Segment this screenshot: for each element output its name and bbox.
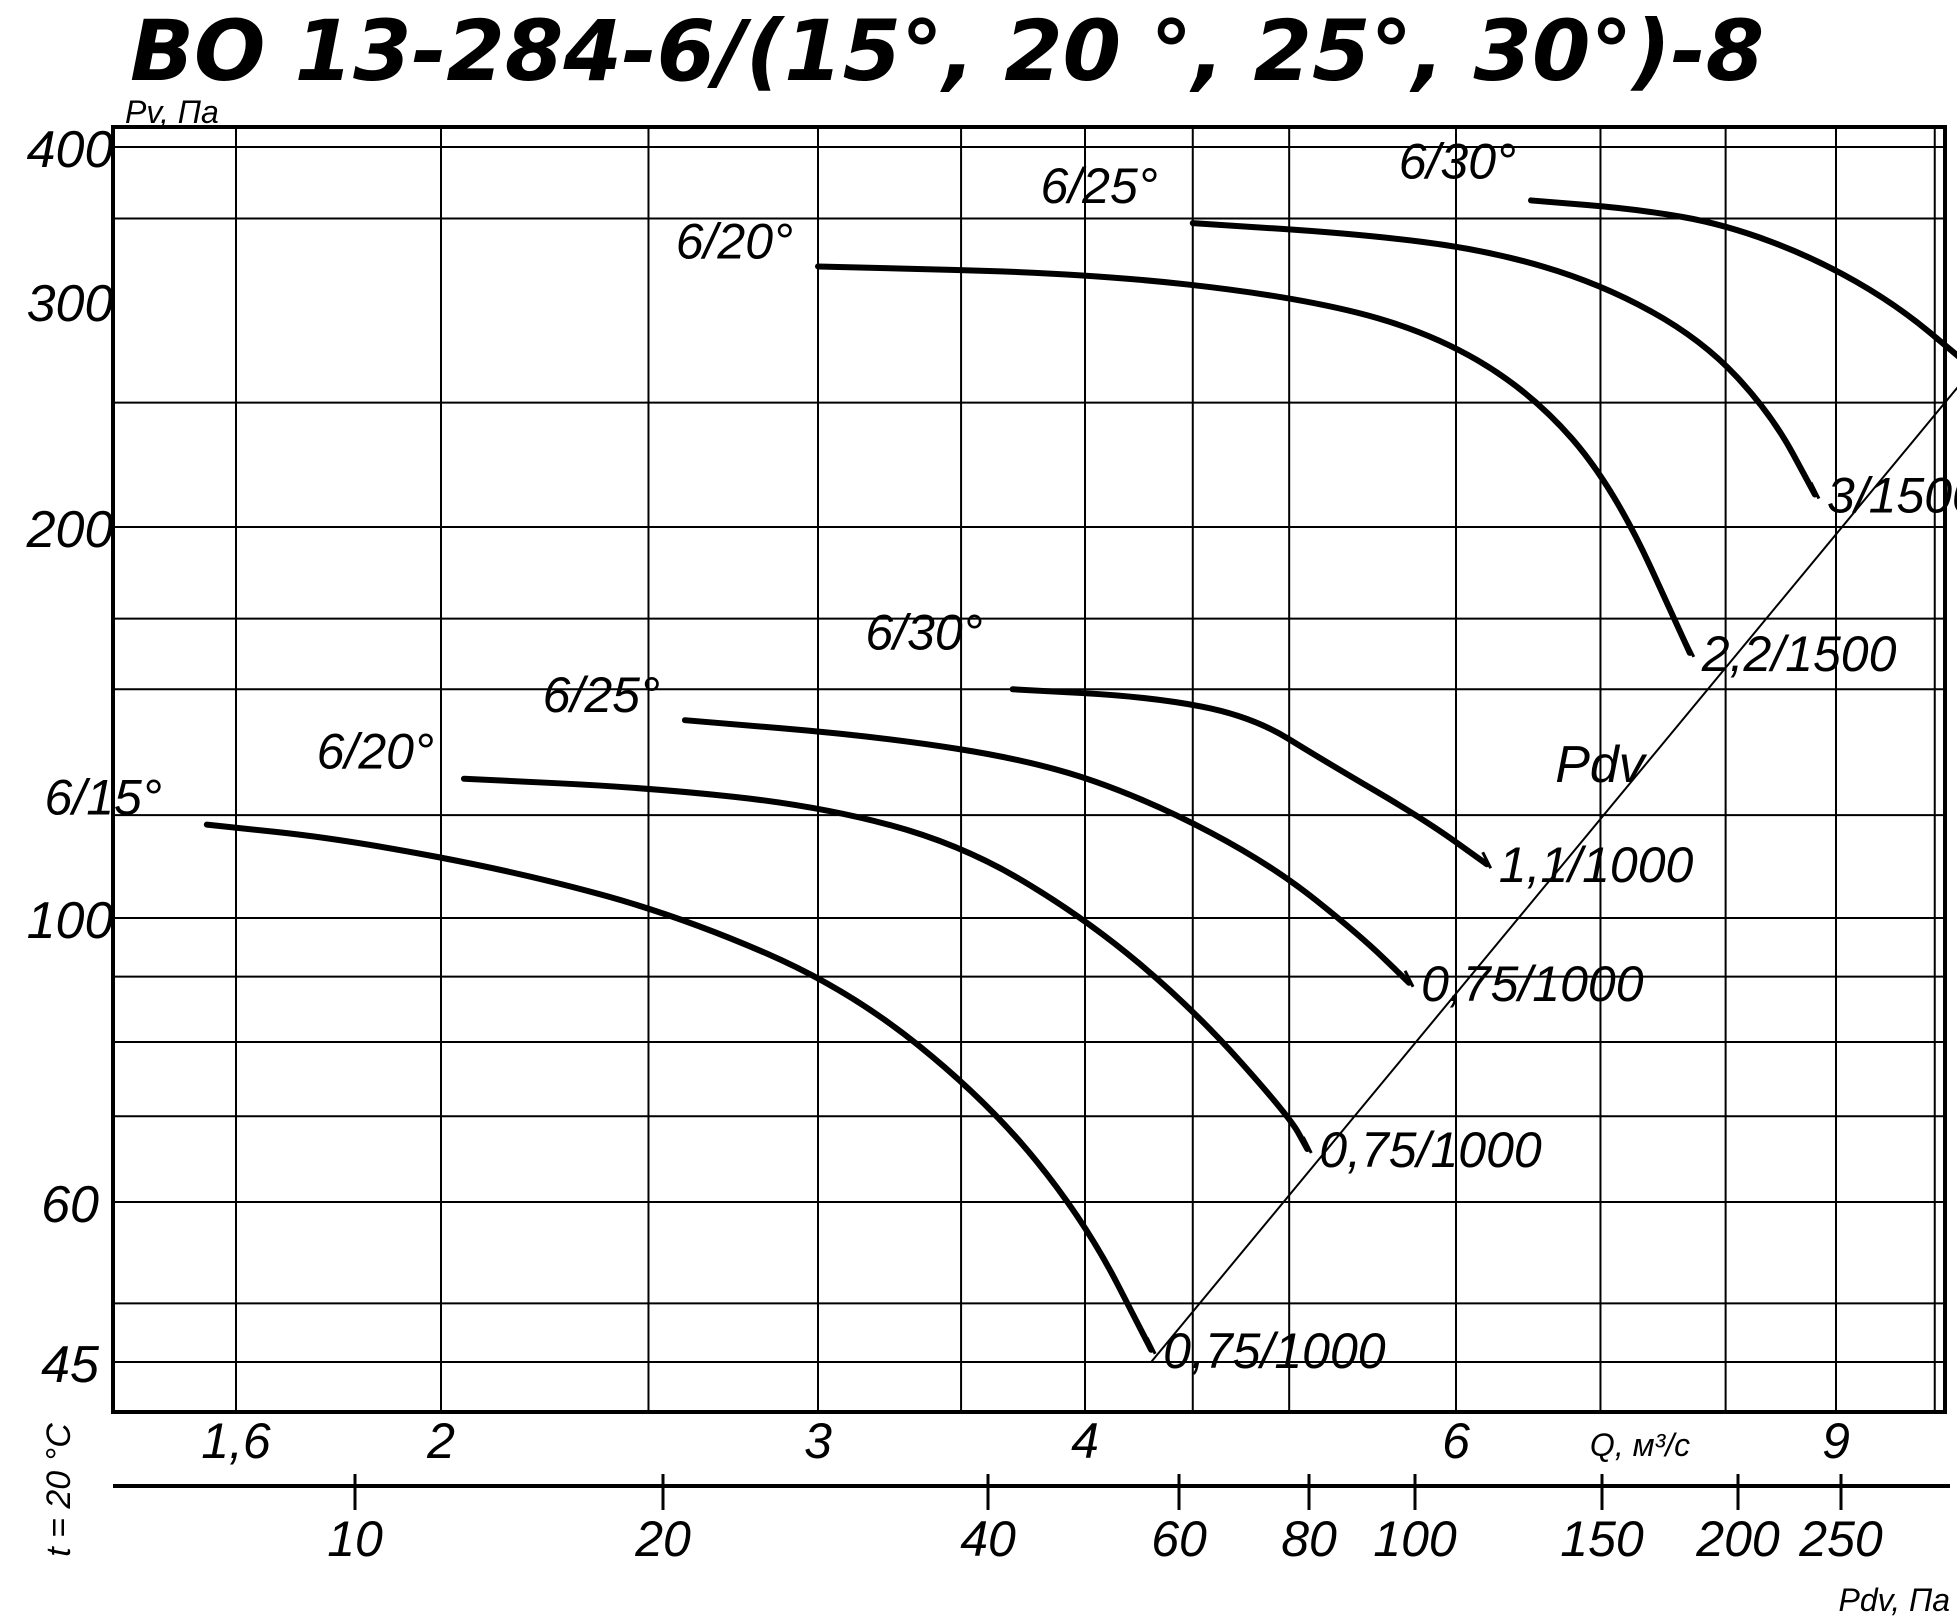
x-tick-label: 9 — [1822, 1413, 1850, 1469]
series-end-label: 3/1500 — [1827, 468, 1957, 524]
pdv-tick-label: 150 — [1560, 1511, 1644, 1567]
series-name-label: 6/30° — [1399, 133, 1516, 189]
grid — [113, 127, 1945, 1412]
curve-end-marker — [1684, 640, 1696, 658]
series-end-label: 0,75/1000 — [1163, 1323, 1386, 1379]
performance-curve — [1528, 197, 1957, 360]
pdv-line: Pdv — [1150, 386, 1957, 1363]
x-tick-label: 1,6 — [201, 1413, 271, 1469]
curve-end-marker — [1481, 851, 1493, 869]
x-axis-label: Q, м³/с — [1590, 1427, 1690, 1463]
series-name-label: 6/25° — [1040, 158, 1157, 214]
series-name-label: 6/15° — [45, 770, 162, 826]
pdv-tick-label: 100 — [1373, 1511, 1457, 1567]
curve-end-marker — [1809, 481, 1821, 500]
y-tick-label: 45 — [41, 1336, 100, 1394]
chart-title: ВО 13-284-6/(15°, 20 °, 25°, 30°)-8 — [130, 2, 1765, 100]
y-tick-label: 300 — [27, 275, 114, 333]
y-tick-label: 60 — [41, 1176, 99, 1234]
performance-curve — [815, 263, 1693, 656]
pdv-diagonal-line — [1150, 386, 1957, 1363]
pdv-tick-label: 20 — [634, 1511, 691, 1567]
series-end-label: 0,75/1000 — [1421, 956, 1644, 1012]
series-end-label: 2,2/1500 — [1701, 626, 1897, 682]
labels: 6/15° 0,75/1000 6/20° 0,75/1000 6/25° 0,75/10… — [45, 133, 1957, 1378]
performance-curve — [681, 717, 1413, 986]
pdv-tick-label: 250 — [1798, 1511, 1883, 1567]
pdv-axis-label: Pdv, Па — [1838, 1582, 1950, 1618]
y-axis-label: Pv, Па — [125, 94, 219, 130]
series-name-label: 6/20° — [676, 213, 793, 269]
pdv-tick-label: 60 — [1151, 1511, 1207, 1567]
axes: 400 300 200 100 60 45 Pv, Па 1,6 2 3 4 6 9 Q, м³/с 10 2… — [26, 94, 1950, 1618]
series-name-label: 6/20° — [317, 724, 434, 780]
series-end-label: 0,75/1000 — [1319, 1122, 1542, 1178]
curve-end-marker — [1145, 1337, 1157, 1355]
temperature-label: t = 20 °C — [40, 1423, 78, 1557]
pdv-tick-label: 10 — [327, 1511, 383, 1567]
pdv-line-label: Pdv — [1555, 736, 1648, 794]
plot-frame — [111, 125, 1947, 1414]
curve-end-marker — [1301, 1136, 1313, 1154]
curve-end-marker — [1403, 970, 1415, 988]
x-tick-label: 4 — [1071, 1413, 1099, 1469]
series-name-label: 6/30° — [865, 604, 982, 660]
performance-curve — [203, 821, 1155, 1353]
pdv-tick-label: 40 — [960, 1511, 1016, 1567]
performance-curve — [460, 775, 1311, 1153]
x-tick-label: 2 — [426, 1413, 455, 1469]
x-tick-label: 3 — [804, 1413, 832, 1469]
curves — [203, 197, 1957, 1355]
performance-curve — [1009, 686, 1490, 868]
pdv-tick-label: 200 — [1695, 1511, 1780, 1567]
y-tick-label: 100 — [27, 892, 114, 950]
series-name-label: 6/25° — [543, 667, 660, 723]
series-end-label: 1,1/1000 — [1499, 837, 1694, 893]
x-tick-label: 6 — [1442, 1413, 1470, 1469]
performance-curve — [1189, 220, 1818, 498]
y-tick-label: 200 — [26, 501, 114, 559]
pdv-tick-label: 80 — [1281, 1511, 1337, 1567]
y-tick-label: 400 — [27, 121, 114, 179]
